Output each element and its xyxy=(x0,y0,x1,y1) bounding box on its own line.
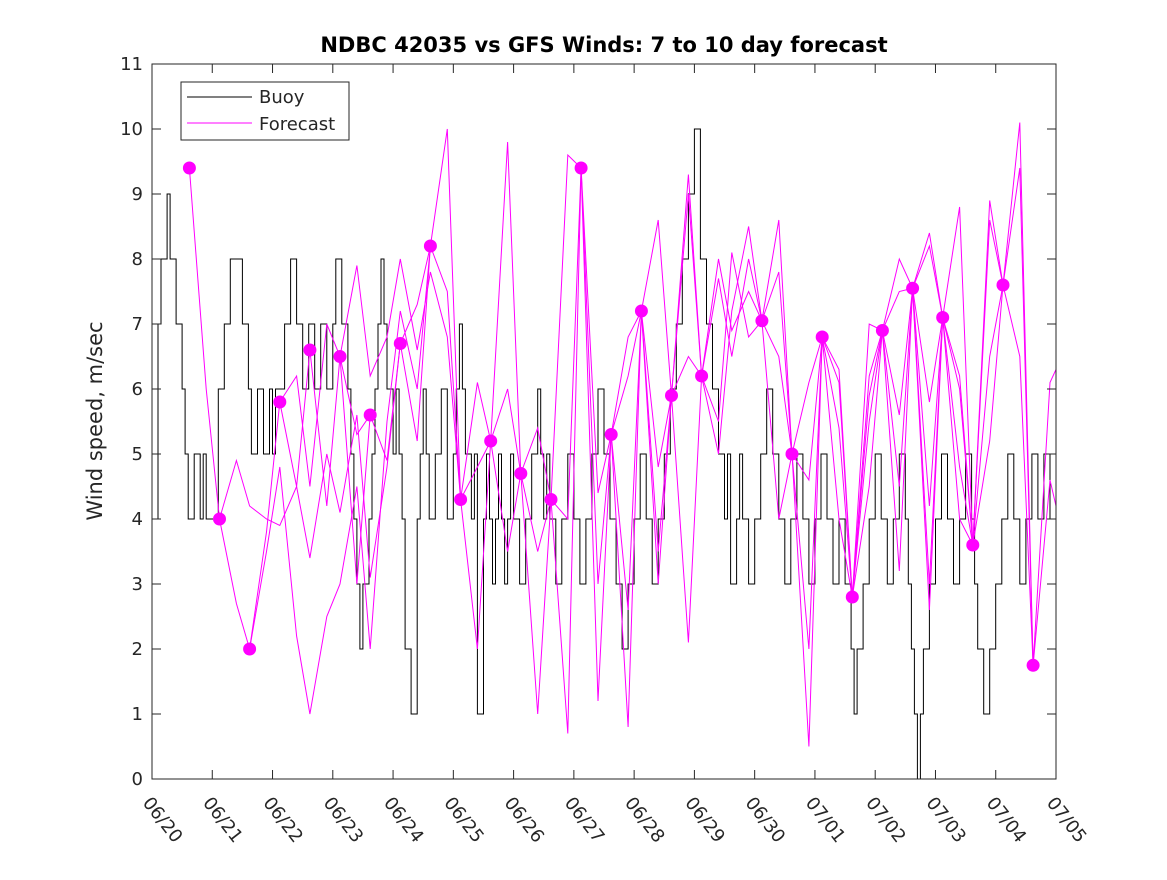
forecast-marker-19 xyxy=(755,314,769,328)
forecast-marker-13 xyxy=(544,493,558,506)
y-tick-label: 9 xyxy=(132,184,143,205)
forecast-series xyxy=(182,122,1057,747)
forecast-marker-18 xyxy=(695,369,709,383)
forecast-marker-11 xyxy=(484,434,498,448)
x-tick-label: 06/26 xyxy=(500,793,548,847)
forecast-marker-20 xyxy=(785,447,799,461)
plot-frame xyxy=(151,63,1057,780)
x-tick-label: 06/30 xyxy=(741,793,789,847)
x-tick-label: 07/01 xyxy=(801,793,849,847)
forecast-run-16 xyxy=(851,122,1034,666)
y-tick-label: 3 xyxy=(132,574,143,595)
y-tick-label: 0 xyxy=(132,769,143,790)
buoy-series xyxy=(152,128,1057,780)
forecast-run-14 xyxy=(791,206,974,747)
forecast-marker-2 xyxy=(213,512,226,526)
x-tick-label: 06/21 xyxy=(198,793,246,847)
y-tick-label: 2 xyxy=(132,639,143,660)
forecast-run-3 xyxy=(249,245,431,715)
forecast-marker-15 xyxy=(604,428,618,441)
forecast-marker-4 xyxy=(273,395,287,409)
x-tick-label: 06/24 xyxy=(379,793,427,847)
y-tick-label: 8 xyxy=(132,249,143,270)
forecast-marker-5 xyxy=(303,343,317,357)
x-tick-label: 06/25 xyxy=(439,793,487,847)
forecast-marker-25 xyxy=(936,311,950,324)
x-tick-label: 06/28 xyxy=(620,793,668,847)
forecast-run-2 xyxy=(219,343,401,578)
x-tick-label: 06/22 xyxy=(259,793,307,847)
forecast-marker-24 xyxy=(906,281,920,295)
y-tick-label: 4 xyxy=(132,509,143,530)
forecast-marker-6 xyxy=(333,350,347,363)
x-tick-label: 06/29 xyxy=(680,793,728,847)
forecast-marker-8 xyxy=(393,337,407,350)
forecast-marker-17 xyxy=(665,389,678,402)
forecast-marker-12 xyxy=(514,467,528,480)
x-tick-label: 07/05 xyxy=(1042,793,1090,847)
forecast-run-4 xyxy=(279,258,462,500)
y-tick-label: 11 xyxy=(120,54,143,75)
legend-label-buoy: Buoy xyxy=(259,87,305,108)
legend-label-forecast: Forecast xyxy=(259,114,335,135)
forecast-marker-23 xyxy=(875,324,889,337)
forecast-marker-7 xyxy=(363,408,377,422)
y-tick-label: 10 xyxy=(120,119,143,140)
x-tick-label: 07/02 xyxy=(861,793,909,847)
forecast-marker-27 xyxy=(996,278,1010,292)
forecast-run-9 xyxy=(580,167,763,728)
forecast-marker-14 xyxy=(574,161,588,175)
forecast-marker-22 xyxy=(845,590,859,604)
chart-title: NDBC 42035 vs GFS Winds: 7 to 10 day for… xyxy=(320,33,887,57)
x-tick-label: 06/27 xyxy=(560,793,608,847)
x-tick-label: 06/20 xyxy=(138,793,186,847)
forecast-marker-28 xyxy=(1026,658,1040,672)
forecast-marker-16 xyxy=(634,304,648,318)
x-tick-label: 06/23 xyxy=(319,793,367,847)
forecast-run-7 xyxy=(460,167,642,734)
forecast-marker-10 xyxy=(454,493,468,506)
forecast-run-15 xyxy=(821,219,1004,611)
x-tick-label: 07/04 xyxy=(982,793,1030,847)
forecast-marker-26 xyxy=(966,538,980,552)
forecast-marker-3 xyxy=(243,642,257,656)
forecast-marker-9 xyxy=(423,239,437,253)
legend-box xyxy=(180,81,350,141)
y-tick-label: 5 xyxy=(132,444,143,465)
y-tick-label: 6 xyxy=(132,379,143,400)
forecast-run-18 xyxy=(912,284,1057,666)
forecast-marker-21 xyxy=(815,330,829,344)
forecast-marker-1 xyxy=(182,161,196,175)
y-axis-label: Wind speed, m/sec xyxy=(83,321,107,520)
buoy-line xyxy=(152,128,1057,780)
y-tick-label: 1 xyxy=(132,704,143,725)
y-tick-label: 7 xyxy=(132,314,143,335)
x-tick-label: 07/03 xyxy=(922,793,970,847)
legend: Buoy Forecast xyxy=(180,81,350,141)
